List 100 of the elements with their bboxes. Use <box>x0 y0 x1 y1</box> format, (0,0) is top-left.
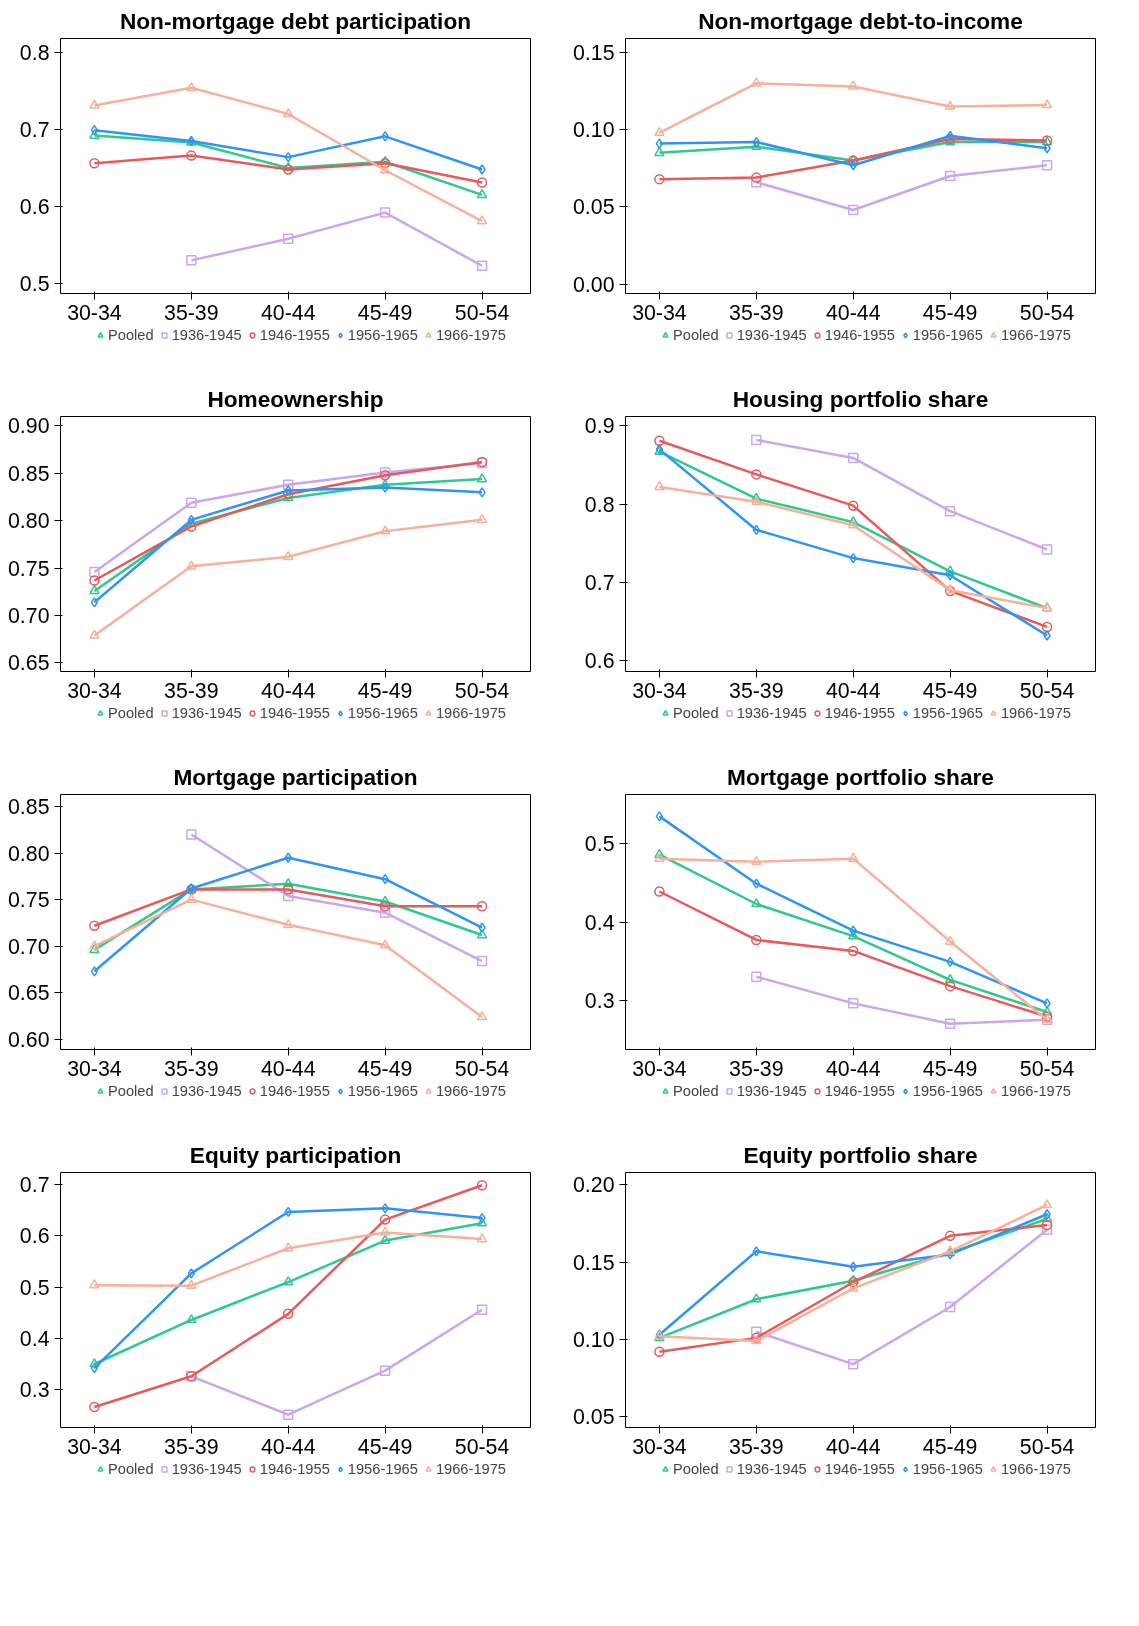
y-tick-label: 0.70 <box>7 934 50 959</box>
legend-label: Pooled <box>672 705 719 721</box>
y-tick-label: 0.00 <box>572 272 615 297</box>
legend-label: 1966-1975 <box>435 1083 507 1099</box>
legend-label: 1946-1955 <box>824 705 895 721</box>
chart-title: Non-mortgage debt-to-income <box>698 7 1023 34</box>
x-tick-label: 45-49 <box>922 1434 978 1459</box>
x-tick-label: 50-54 <box>454 678 510 703</box>
y-tick-label: 0.7 <box>584 570 615 595</box>
x-tick-label: 50-54 <box>454 1056 510 1081</box>
legend-label: 1966-1975 <box>435 1461 507 1477</box>
x-tick-label: 50-54 <box>454 300 510 325</box>
x-tick-label: 30-34 <box>67 300 122 325</box>
legend-label: 1946-1955 <box>824 1083 895 1099</box>
x-tick-label: 45-49 <box>357 300 413 325</box>
chart-title: Housing portfolio share <box>732 385 989 412</box>
x-tick-label: 40-44 <box>260 300 316 325</box>
legend-label: 1956-1965 <box>347 705 418 721</box>
y-tick-label: 0.80 <box>7 509 50 534</box>
y-tick-label: 0.6 <box>584 649 615 674</box>
x-tick-label: 45-49 <box>922 678 978 703</box>
x-tick-label: 35-39 <box>729 1056 784 1081</box>
legend-label: Pooled <box>672 1083 719 1099</box>
legend-label: 1936-1945 <box>171 1083 242 1099</box>
legend-label: 1946-1955 <box>259 327 330 343</box>
y-tick-label: 0.75 <box>7 888 50 913</box>
legend-label: 1956-1965 <box>347 327 418 343</box>
legend-label: 1966-1975 <box>1000 327 1072 343</box>
chart-title: Mortgage portfolio share <box>727 763 994 790</box>
legend-label: 1966-1975 <box>435 705 507 721</box>
legend-label: Pooled <box>107 1461 154 1477</box>
x-tick-label: 45-49 <box>357 678 413 703</box>
y-tick-label: 0.10 <box>572 118 615 143</box>
y-tick-label: 0.3 <box>19 1378 50 1403</box>
y-tick-label: 0.05 <box>572 195 615 220</box>
y-tick-label: 0.60 <box>7 1027 50 1052</box>
legend-label: 1936-1945 <box>171 327 242 343</box>
legend-label: 1946-1955 <box>824 1461 895 1477</box>
x-tick-label: 35-39 <box>164 1056 219 1081</box>
legend-label: Pooled <box>107 705 154 721</box>
x-tick-label: 50-54 <box>1019 1434 1075 1459</box>
chart-title: Equity portfolio share <box>743 1141 978 1168</box>
x-tick-label: 45-49 <box>357 1434 413 1459</box>
legend-label: 1946-1955 <box>824 327 895 343</box>
chart-title: Mortgage participation <box>173 763 418 790</box>
legend-label: Pooled <box>672 327 719 343</box>
y-tick-label: 0.8 <box>584 492 615 517</box>
x-tick-label: 40-44 <box>260 1056 316 1081</box>
x-tick-label: 50-54 <box>454 1434 510 1459</box>
legend-label: 1936-1945 <box>736 1461 807 1477</box>
legend-label: 1946-1955 <box>259 705 330 721</box>
y-tick-label: 0.80 <box>7 841 50 866</box>
legend-label: 1966-1975 <box>1000 1083 1072 1099</box>
legend-label: 1936-1945 <box>736 705 807 721</box>
legend-label: 1936-1945 <box>171 705 242 721</box>
x-tick-label: 35-39 <box>729 300 784 325</box>
x-tick-label: 40-44 <box>825 300 881 325</box>
legend-label: 1966-1975 <box>1000 1461 1072 1477</box>
y-tick-label: 0.7 <box>19 117 50 142</box>
y-tick-label: 0.15 <box>572 40 615 65</box>
y-tick-label: 0.65 <box>7 981 50 1006</box>
x-tick-label: 50-54 <box>1019 300 1075 325</box>
y-tick-label: 0.65 <box>7 651 50 676</box>
y-tick-label: 0.15 <box>572 1250 615 1275</box>
legend-label: 1946-1955 <box>259 1083 330 1099</box>
x-tick-label: 45-49 <box>922 1056 978 1081</box>
x-tick-label: 30-34 <box>632 678 687 703</box>
legend-label: Pooled <box>672 1461 719 1477</box>
legend-label: 1956-1965 <box>912 1083 983 1099</box>
legend-label: Pooled <box>107 327 154 343</box>
y-tick-label: 0.5 <box>584 832 615 857</box>
legend-label: 1956-1965 <box>347 1083 418 1099</box>
chart-title: Non-mortgage debt participation <box>119 7 472 34</box>
chart-title: Equity participation <box>189 1141 402 1168</box>
legend-label: 1956-1965 <box>912 327 983 343</box>
legend-label: 1946-1955 <box>259 1461 330 1477</box>
x-tick-label: 30-34 <box>632 1056 687 1081</box>
x-tick-label: 40-44 <box>260 678 316 703</box>
x-tick-label: 30-34 <box>632 1434 687 1459</box>
x-tick-label: 40-44 <box>260 1434 316 1459</box>
x-tick-label: 40-44 <box>825 678 881 703</box>
legend-label: 1936-1945 <box>736 327 807 343</box>
y-tick-label: 0.6 <box>19 1224 50 1249</box>
x-tick-label: 35-39 <box>729 1434 784 1459</box>
x-tick-label: 30-34 <box>67 1434 122 1459</box>
legend-label: 1966-1975 <box>1000 705 1072 721</box>
y-tick-label: 0.70 <box>7 604 50 629</box>
x-tick-label: 50-54 <box>1019 1056 1075 1081</box>
y-tick-label: 0.20 <box>572 1173 615 1198</box>
legend-label: 1956-1965 <box>912 705 983 721</box>
y-tick-label: 0.6 <box>19 194 50 219</box>
x-tick-label: 35-39 <box>164 678 219 703</box>
legend-label: 1956-1965 <box>347 1461 418 1477</box>
legend-label: 1966-1975 <box>435 327 507 343</box>
y-tick-label: 0.90 <box>7 414 50 439</box>
y-tick-label: 0.8 <box>19 40 50 65</box>
y-tick-label: 0.85 <box>7 461 50 486</box>
x-tick-label: 30-34 <box>67 678 122 703</box>
y-tick-label: 0.4 <box>584 910 615 935</box>
y-tick-label: 0.9 <box>584 414 615 439</box>
